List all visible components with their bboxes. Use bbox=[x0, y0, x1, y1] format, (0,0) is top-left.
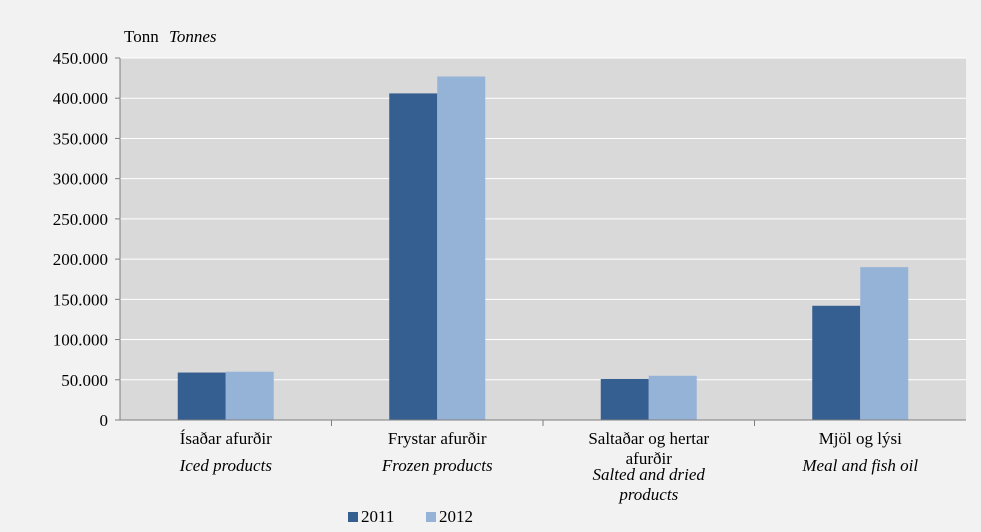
y-tick-label: 350.000 bbox=[53, 129, 108, 148]
legend-swatch-2011 bbox=[348, 512, 358, 522]
bars bbox=[177, 76, 909, 420]
y-tick-label: 150.000 bbox=[53, 290, 108, 309]
y-tick-label: 250.000 bbox=[53, 210, 108, 229]
bar-2011-0 bbox=[177, 372, 226, 420]
bar-2012-3 bbox=[860, 267, 909, 420]
legend-swatch-2012 bbox=[426, 512, 436, 522]
y-tick-label: 200.000 bbox=[53, 250, 108, 269]
x-tick-label-is: Mjöl og lýsi bbox=[819, 429, 902, 448]
x-tick-label-en: Iced products bbox=[179, 456, 273, 475]
x-tick-label-en: products bbox=[618, 485, 678, 504]
y-tick-label: 300.000 bbox=[53, 170, 108, 189]
unit-label-is: Tonn bbox=[124, 27, 159, 46]
x-axis: Ísaðar afurðir Iced products Frystar afurð… bbox=[120, 419, 966, 504]
bar-2012-1 bbox=[437, 76, 486, 420]
y-tick-label: 50.000 bbox=[61, 371, 108, 390]
x-tick-label-en: Meal and fish oil bbox=[801, 456, 918, 475]
bar-2011-3 bbox=[812, 305, 861, 420]
bar-2011-1 bbox=[389, 93, 438, 420]
legend-label-2011: 2011 bbox=[361, 507, 394, 526]
unit-label-en: Tonnes bbox=[169, 27, 217, 46]
x-tick-label-is: afurðir bbox=[626, 449, 673, 468]
y-tick-label: 0 bbox=[100, 411, 109, 430]
x-tick-label-en: Frozen products bbox=[381, 456, 493, 475]
y-tick-label: 400.000 bbox=[53, 89, 108, 108]
bar-2012-0 bbox=[225, 371, 274, 420]
y-tick-label: 450.000 bbox=[53, 49, 108, 68]
x-tick-label-is: Saltaðar og hertar bbox=[588, 429, 709, 448]
x-tick-label-en: Salted and dried bbox=[593, 465, 706, 484]
bar-2012-2 bbox=[648, 375, 697, 420]
legend-label-2012: 2012 bbox=[439, 507, 473, 526]
y-tick-label: 100.000 bbox=[53, 331, 108, 350]
x-tick-label-is: Frystar afurðir bbox=[388, 429, 487, 448]
legend: 2011 2012 bbox=[348, 507, 473, 526]
y-axis: 0 50.000 100.000 150.000 200.000 250.000 300.0… bbox=[53, 49, 121, 430]
unit-label: Tonn Tonnes bbox=[124, 27, 217, 46]
bar-2011-2 bbox=[600, 378, 649, 420]
x-tick-label-is: Ísaðar afurðir bbox=[180, 429, 272, 448]
